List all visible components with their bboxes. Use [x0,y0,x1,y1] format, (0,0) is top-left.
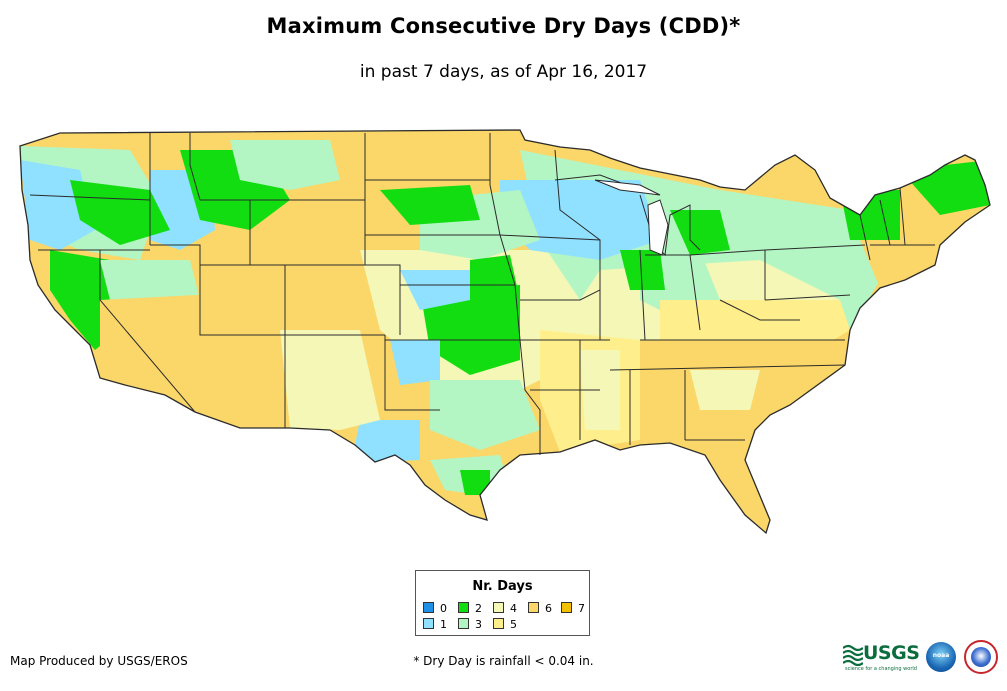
legend-label-3: 3 [475,618,482,631]
dry-day-footnote: * Dry Day is rainfall < 0.04 in. [413,654,594,668]
legend-label-0: 0 [440,602,447,615]
map-title: Maximum Consecutive Dry Days (CDD)* [266,14,741,38]
legend-swatch-4 [493,602,504,613]
legend-swatch-6 [528,602,539,613]
legend-swatch-0 [423,602,434,613]
cdd-fill-layer [20,130,990,533]
legend-swatch-1 [423,618,434,629]
legend-label-7: 7 [578,602,585,615]
legend: Nr. Days 0 2 4 6 7 1 3 5 [415,570,590,636]
legend-swatch-3 [458,618,469,629]
legend-label-4: 4 [510,602,517,615]
lake-superior [594,179,661,196]
lake-michigan [647,199,669,256]
state-borders [19,129,991,535]
usgs-tagline: science for a changing world [845,666,917,672]
legend-label-6: 6 [545,602,552,615]
legend-title: Nr. Days [472,579,533,594]
legend-swatch-7 [561,602,572,613]
legend-label-2: 2 [475,602,482,615]
noaa-wordmark: noaa [932,652,950,659]
legend-swatch-5 [493,618,504,629]
usgs-wordmark: USGS [863,642,920,664]
legend-label-5: 5 [510,618,517,631]
nws-logo [964,640,998,674]
nws-emblem-icon [971,647,991,667]
map-subtitle: in past 7 days, as of Apr 16, 2017 [359,62,648,82]
credit-text: Map Produced by USGS/EROS [10,654,188,668]
noaa-logo: noaa [926,642,956,672]
usgs-wave-icon [843,644,863,666]
legend-swatch-2 [458,602,469,613]
legend-label-1: 1 [440,618,447,631]
